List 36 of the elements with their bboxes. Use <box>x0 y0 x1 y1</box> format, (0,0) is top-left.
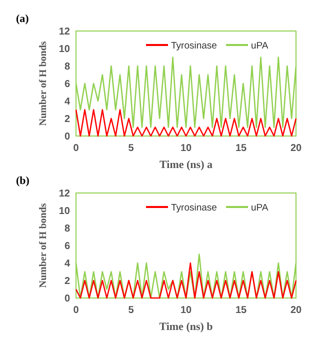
x-tick-label: 15 <box>235 305 247 316</box>
y-tick-label: 2 <box>64 114 70 125</box>
x-tick-label: 5 <box>128 143 134 154</box>
x-tick-label: 20 <box>290 143 302 154</box>
y-tick-label: 10 <box>58 44 70 55</box>
y-tick-label: 0 <box>64 132 70 142</box>
y-tick-label: 12 <box>58 188 70 200</box>
y-tick-label: 4 <box>64 258 70 270</box>
x-tick-label: 0 <box>73 143 80 154</box>
x-tick-label: 10 <box>180 305 192 316</box>
y-axis-title: Number of H bonds <box>38 41 49 126</box>
chart-title: (a) <box>16 13 30 25</box>
x-tick-label: 15 <box>235 143 247 154</box>
x-axis-title: Time (ns) b <box>159 321 213 333</box>
legend-label: Tyrosinase <box>171 40 217 52</box>
line-series <box>75 262 297 299</box>
x-tick-label: 5 <box>128 305 134 316</box>
y-axis-title: Number of H bonds <box>38 203 49 288</box>
chart-title: (b) <box>16 175 30 187</box>
y-tick-label: 0 <box>64 294 70 304</box>
y-tick-label: 8 <box>64 62 70 72</box>
line-series <box>75 109 297 137</box>
y-tick-label: 12 <box>58 26 70 38</box>
x-tick-label: 20 <box>290 305 302 316</box>
x-axis-title: Time (ns) a <box>160 159 213 171</box>
x-tick-label: 0 <box>73 305 80 316</box>
y-tick-label: 6 <box>64 241 70 252</box>
legend-label: Tyrosinase <box>171 202 217 214</box>
legend-label: uPA <box>251 40 269 52</box>
y-tick-label: 4 <box>64 96 70 108</box>
y-tick-label: 8 <box>64 224 70 234</box>
legend-label: uPA <box>251 202 269 214</box>
y-tick-label: 10 <box>58 206 70 217</box>
x-tick-label: 10 <box>180 143 192 154</box>
y-tick-label: 6 <box>64 79 70 90</box>
y-tick-label: 2 <box>64 276 70 287</box>
